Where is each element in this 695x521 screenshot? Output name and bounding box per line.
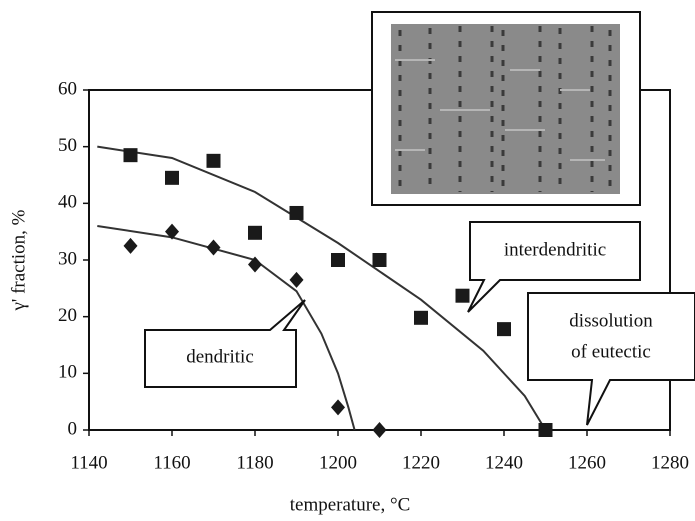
y-tick-label: 10 — [58, 362, 77, 383]
fit-curve — [97, 145, 547, 431]
inset-photo — [371, 11, 641, 206]
plot-area: 0 10 20 30 40 50 60 1140 1160 1180 1200 1220 1240 126… — [58, 78, 689, 473]
data-point — [455, 288, 470, 303]
data-point — [248, 225, 262, 240]
y-axis-label: γ' fraction, % — [8, 209, 29, 311]
data-point — [331, 399, 345, 416]
annotation: dendritic — [186, 346, 254, 367]
data-point — [372, 253, 387, 267]
y-tick-label: 40 — [58, 192, 77, 213]
callout: dendritic — [144, 299, 306, 388]
y-tick-label: 0 — [68, 418, 78, 439]
data-point — [372, 422, 387, 438]
data-point — [289, 205, 304, 220]
data-point — [123, 148, 138, 163]
data-point — [289, 271, 304, 288]
data-point — [165, 223, 179, 240]
callout: dissolution of eutectic — [527, 292, 695, 426]
x-tick-label: 1220 — [402, 452, 440, 473]
x-tick-label: 1260 — [568, 452, 606, 473]
y-tick-label: 60 — [58, 78, 77, 99]
annotation: of eutectic — [571, 341, 651, 362]
data-point — [248, 256, 262, 273]
y-tick-label: 50 — [58, 135, 77, 156]
data-point — [331, 253, 345, 267]
x-tick-label: 1180 — [236, 452, 273, 473]
data-point — [165, 170, 179, 185]
x-tick-label: 1280 — [651, 452, 689, 473]
data-point — [538, 423, 553, 437]
callout: interdendritic — [467, 221, 641, 313]
x-tick-label: 1240 — [485, 452, 523, 473]
y-tick-label: 20 — [58, 305, 77, 326]
data-point — [206, 239, 221, 256]
y-tick-label: 30 — [58, 248, 77, 269]
annotation: dissolution — [569, 310, 653, 331]
x-tick-label: 1160 — [153, 452, 190, 473]
data-point — [206, 153, 221, 168]
data-point — [497, 322, 511, 337]
data-point — [414, 310, 428, 325]
fit-curve — [97, 225, 356, 431]
x-tick-label: 1140 — [70, 452, 107, 473]
data-point — [123, 237, 138, 254]
x-tick-label: 1200 — [319, 452, 357, 473]
annotation: interdendritic — [504, 239, 606, 260]
x-axis-label: temperature, °C — [290, 494, 411, 515]
